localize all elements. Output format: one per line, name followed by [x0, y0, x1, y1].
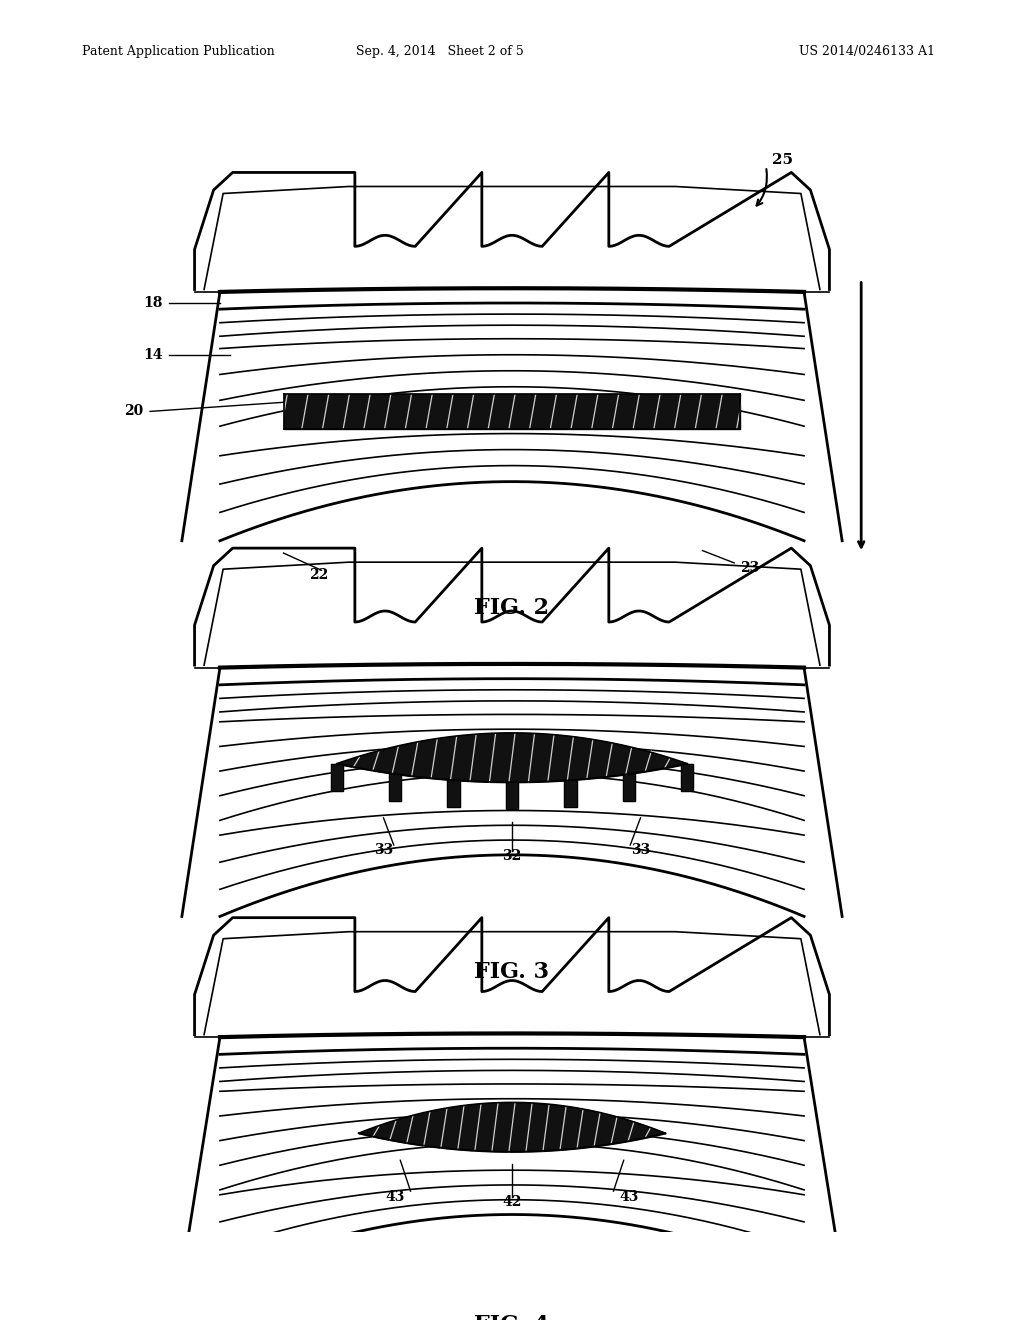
Polygon shape — [564, 780, 577, 808]
Polygon shape — [623, 774, 635, 801]
Polygon shape — [389, 774, 401, 801]
Polygon shape — [506, 783, 518, 809]
Text: 43: 43 — [620, 1189, 639, 1204]
Text: 33: 33 — [374, 842, 393, 857]
Text: 20: 20 — [125, 404, 143, 418]
Text: 32: 32 — [503, 849, 521, 863]
Text: 14: 14 — [143, 347, 163, 362]
Text: 42: 42 — [503, 1195, 521, 1209]
Text: 18: 18 — [143, 296, 163, 310]
Polygon shape — [331, 764, 343, 791]
Polygon shape — [681, 764, 693, 791]
Text: US 2014/0246133 A1: US 2014/0246133 A1 — [799, 45, 935, 58]
Text: 23: 23 — [740, 561, 760, 574]
Text: Sep. 4, 2014   Sheet 2 of 5: Sep. 4, 2014 Sheet 2 of 5 — [356, 45, 524, 58]
Text: 22: 22 — [309, 568, 328, 582]
Text: 43: 43 — [385, 1189, 404, 1204]
Text: 25: 25 — [772, 153, 794, 168]
Text: 33: 33 — [631, 842, 650, 857]
Text: Patent Application Publication: Patent Application Publication — [82, 45, 274, 58]
Text: FIG. 3: FIG. 3 — [474, 961, 550, 983]
Polygon shape — [447, 780, 460, 807]
Text: FIG. 4: FIG. 4 — [474, 1315, 550, 1320]
Text: FIG. 2: FIG. 2 — [474, 598, 550, 619]
